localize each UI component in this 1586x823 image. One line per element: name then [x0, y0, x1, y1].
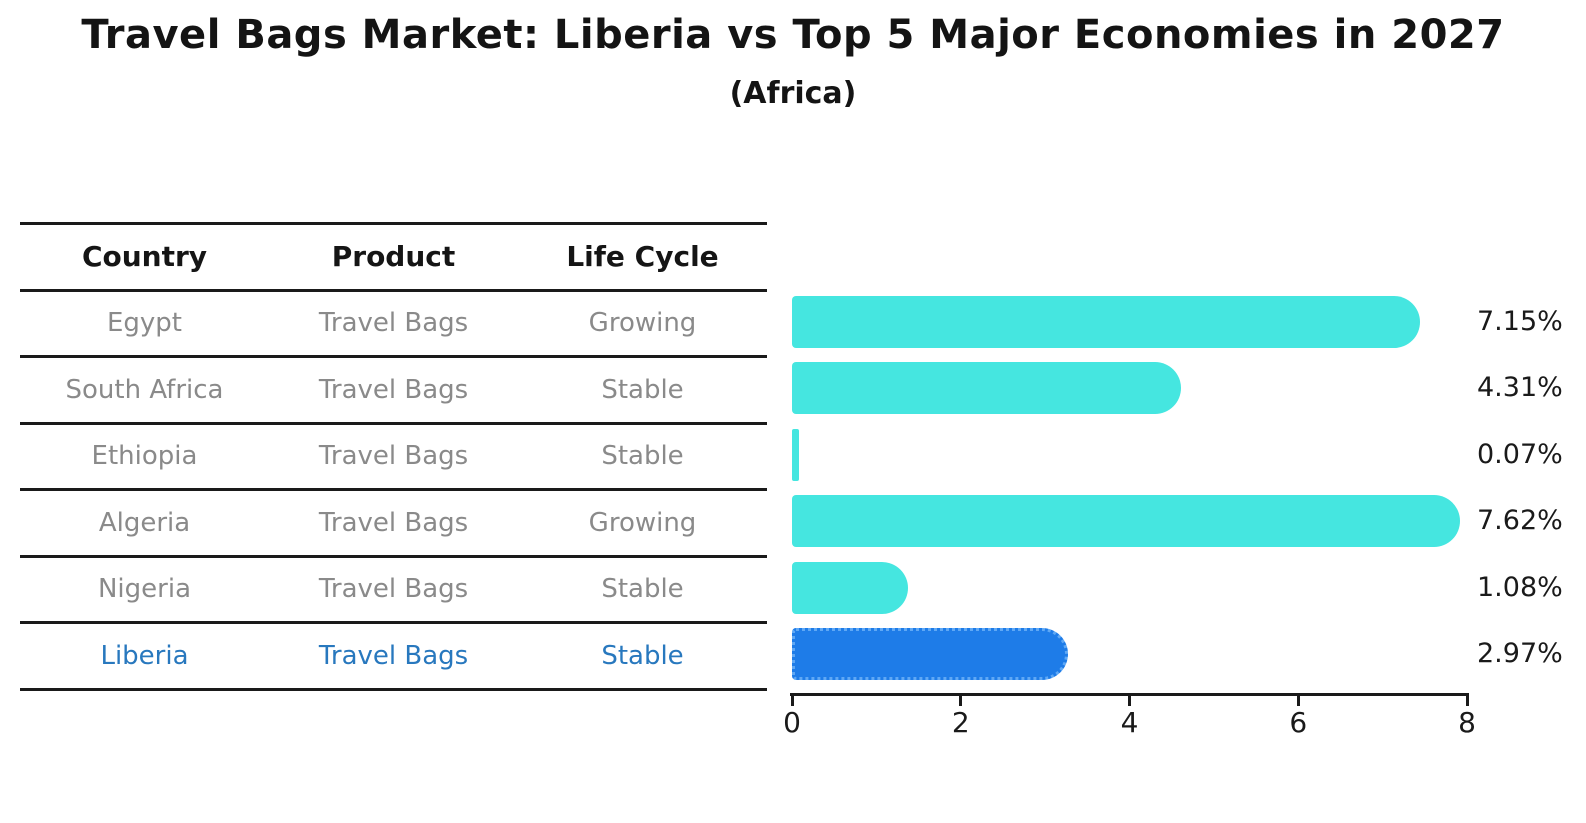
x-axis-tick-label: 4 [1120, 706, 1139, 739]
table-cell-product: Travel Bags [318, 308, 469, 339]
table-cell-country: Algeria [98, 507, 191, 538]
bar-ethiopia [792, 428, 799, 481]
table-header-cell: Product [331, 240, 456, 274]
bar-south-africa [792, 362, 1181, 415]
table-cell-life_cycle: Growing [588, 308, 697, 339]
table-cell-product: Travel Bags [318, 374, 469, 405]
table-cell-life_cycle: Stable [601, 574, 684, 605]
table-cell-country: Nigeria [97, 574, 192, 605]
table-header-cell: Country [81, 240, 208, 274]
bar-value-label: 2.97% [1477, 638, 1563, 670]
bar-value-label: 7.15% [1477, 305, 1563, 337]
x-axis-tick [1128, 695, 1131, 706]
table-row: Liberia Travel Bags Stable [20, 624, 767, 691]
table-body: Egypt Travel Bags Growing South Africa Trave… [20, 292, 767, 691]
table-cell-product: Travel Bags [318, 441, 469, 472]
bar-liberia [792, 628, 1068, 681]
page-title: Travel Bags Market: Liberia vs Top 5 Maj… [81, 12, 1505, 58]
table-header-cell: Life Cycle [566, 240, 719, 274]
x-axis-tick-label: 2 [951, 706, 970, 739]
table-cell-product: Travel Bags [318, 507, 469, 538]
x-axis-tick-label: 6 [1289, 706, 1308, 739]
x-axis-tick [959, 695, 963, 706]
x-axis-tick-label: 0 [783, 706, 801, 739]
x-axis-tick [1296, 695, 1300, 706]
table-row: Egypt Travel Bags Growing [20, 292, 767, 358]
table-row: Algeria Travel Bags Growing [20, 491, 767, 558]
table-cell-life_cycle: Stable [601, 441, 684, 472]
bar-value-label: 7.62% [1477, 505, 1563, 537]
table-cell-country: South Africa [65, 374, 224, 405]
page-subtitle: (Africa) [729, 76, 857, 111]
table-header-row: Country Product Life Cycle [20, 225, 767, 292]
table-cell-life_cycle: Growing [588, 507, 697, 538]
table-cell-country: Liberia [100, 640, 189, 671]
table-row: South Africa Travel Bags Stable [20, 358, 767, 425]
table-cell-country: Egypt [106, 308, 183, 339]
table-row: Ethiopia Travel Bags Stable [20, 425, 767, 491]
bar-value-label: 0.07% [1477, 438, 1563, 470]
table-cell-country: Ethiopia [91, 441, 198, 472]
x-axis-line [790, 693, 1469, 696]
bar-egypt [792, 295, 1421, 348]
bar-value-label: 1.08% [1477, 571, 1563, 603]
bar-nigeria [792, 561, 909, 614]
table-cell-life_cycle: Stable [601, 374, 684, 405]
data-table: Country Product Life Cycle Egypt Travel Bag… [20, 222, 767, 691]
table-cell-life_cycle: Stable [601, 640, 684, 671]
bar-value-label: 4.31% [1477, 372, 1563, 404]
table-cell-product: Travel Bags [318, 574, 469, 605]
x-axis-tick-label: 8 [1458, 706, 1476, 739]
x-axis-tick [790, 695, 794, 706]
table-row: Nigeria Travel Bags Stable [20, 558, 767, 624]
x-axis-tick [1465, 695, 1469, 706]
table-cell-product: Travel Bags [318, 640, 469, 671]
bar-algeria [792, 495, 1460, 548]
